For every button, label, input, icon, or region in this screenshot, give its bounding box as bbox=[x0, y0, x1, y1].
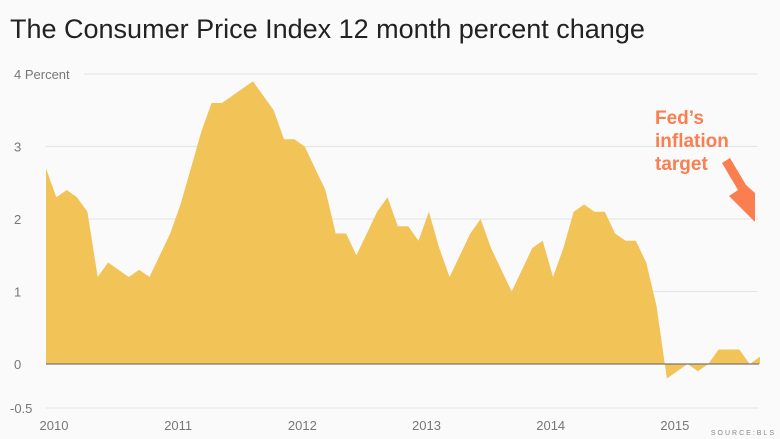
chart-title: The Consumer Price Index 12 month percen… bbox=[10, 14, 645, 44]
x-tick-label: 2015 bbox=[660, 418, 689, 433]
y-tick-label: 0 bbox=[14, 357, 21, 372]
annotation-line: inflation bbox=[655, 131, 729, 152]
y-tick-label: -0.5 bbox=[10, 401, 32, 416]
y-tick-label: 2 bbox=[14, 212, 21, 227]
annotation-line: target bbox=[655, 154, 708, 175]
fed-target-annotation: Fed’s inflation target bbox=[655, 107, 729, 176]
x-tick-label: 2012 bbox=[288, 418, 317, 433]
annotation-line: Fed’s bbox=[655, 108, 704, 129]
y-tick-label: 3 bbox=[14, 140, 21, 155]
x-tick-label: 2010 bbox=[40, 418, 69, 433]
cpi-area bbox=[46, 81, 760, 379]
y-tick-label: 4 Percent bbox=[14, 67, 70, 82]
x-tick-label: 2011 bbox=[164, 418, 192, 433]
y-tick-label: 1 bbox=[14, 285, 21, 300]
x-tick-label: 2013 bbox=[412, 418, 441, 433]
source-note: SOURCE:BLS bbox=[710, 430, 776, 437]
x-tick-label: 2014 bbox=[536, 418, 565, 433]
arrow-icon bbox=[722, 158, 755, 222]
